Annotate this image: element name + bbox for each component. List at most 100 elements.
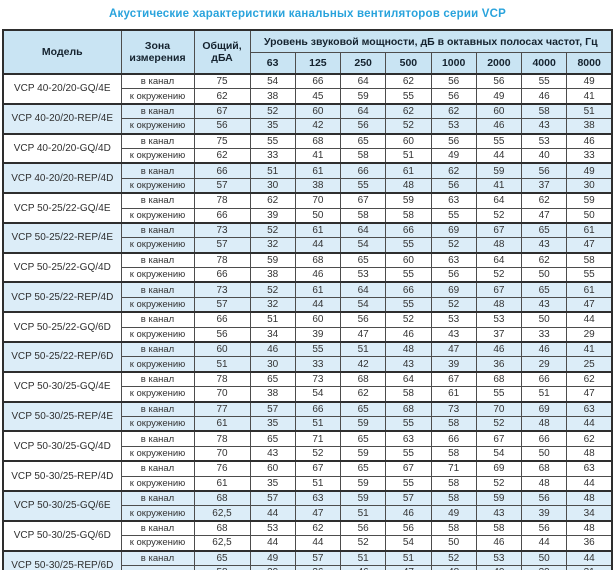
table-row: VCP 40-20/20-REP/4E в канал 67 52 60 64 62 62 60… xyxy=(2,102,613,135)
value-cell: 25 xyxy=(566,356,613,373)
table-body: VCP 40-20/20-GQ/4E в канал 75 54 66 64 62 56 56 5… xyxy=(2,73,613,570)
value-cell: 54 xyxy=(249,73,296,90)
model-name-cell: VCP 50-30/25-REP/4E xyxy=(2,400,122,432)
overall-dba-cell: 62,5 xyxy=(193,505,251,522)
value-cell: 30 xyxy=(566,177,613,194)
value-cell: 59 xyxy=(339,445,387,462)
value-cell: 33 xyxy=(294,356,342,373)
value-cell: 35 xyxy=(249,118,296,135)
zone-cell: в канал xyxy=(120,341,195,358)
value-cell: 50 xyxy=(520,267,568,283)
value-cell: 58 xyxy=(385,386,432,403)
value-cell: 43 xyxy=(249,445,296,462)
overall-dba-cell: 78 xyxy=(193,251,251,269)
table-row: к окружению 61 35 51 59 55 58 52 48 44 xyxy=(3,475,613,492)
value-cell: 62 xyxy=(566,430,613,447)
value-cell: 63 xyxy=(430,251,477,269)
value-cell: 41 xyxy=(566,88,613,105)
table-row: к окружению 66 39 50 58 58 55 52 47 50 xyxy=(3,207,613,224)
value-cell: 44 xyxy=(249,535,296,551)
value-cell: 36 xyxy=(475,356,523,373)
value-cell: 73 xyxy=(430,400,477,417)
value-cell: 51 xyxy=(294,475,342,492)
value-cell: 52 xyxy=(430,549,477,566)
value-cell: 39 xyxy=(430,356,477,373)
freq-header-cell: 500 xyxy=(385,52,432,75)
value-cell: 45 xyxy=(294,88,342,105)
zone-cell: к окружению xyxy=(120,326,195,343)
value-cell: 58 xyxy=(430,489,477,507)
value-cell: 73 xyxy=(294,370,342,388)
value-cell: 51 xyxy=(249,311,296,328)
value-cell: 56 xyxy=(520,489,568,507)
value-cell: 66 xyxy=(385,221,432,239)
overall-dba-cell: 70 xyxy=(193,445,251,462)
zone-cell: к окружению xyxy=(120,267,195,283)
value-cell: 30 xyxy=(249,177,296,194)
value-cell: 70 xyxy=(294,192,342,209)
overall-dba-cell: 73 xyxy=(193,221,251,239)
zone-column-header: Зона измерения xyxy=(120,29,195,75)
table-row: VCP 40-20/20-GQ/4E в канал 75 54 66 64 62 56 56 5… xyxy=(2,73,613,105)
table-row: VCP 50-30/25-REP/6D в канал 65 49 57 51 51 52 53… xyxy=(2,549,613,570)
value-cell: 32 xyxy=(249,296,296,313)
value-cell: 62 xyxy=(430,162,477,179)
value-cell: 53 xyxy=(475,311,523,328)
value-cell: 42 xyxy=(339,356,387,373)
value-cell: 51 xyxy=(249,162,296,179)
overall-dba-cell: 73 xyxy=(193,281,251,298)
value-cell: 31 xyxy=(566,564,613,570)
value-cell: 62 xyxy=(339,386,387,403)
value-cell: 48 xyxy=(566,445,613,462)
freq-header-cell: 63 xyxy=(249,52,296,75)
overall-dba-cell: 62 xyxy=(193,147,251,164)
value-cell: 56 xyxy=(430,267,477,283)
table-row: к окружению 62,5 44 47 51 46 49 43 39 34 xyxy=(3,505,613,522)
value-cell: 50 xyxy=(520,549,568,566)
freq-header-cell: 250 xyxy=(339,52,387,75)
value-cell: 56 xyxy=(430,88,477,105)
overall-dba-cell: 78 xyxy=(193,192,251,209)
overall-dba-cell: 76 xyxy=(193,460,251,477)
value-cell: 58 xyxy=(475,519,523,537)
value-cell: 62 xyxy=(566,370,613,388)
value-cell: 51 xyxy=(385,549,432,566)
value-cell: 37 xyxy=(520,177,568,194)
value-cell: 50 xyxy=(566,207,613,224)
value-cell: 64 xyxy=(475,192,523,209)
table-row: VCP 50-30/25-GQ/6E в канал 68 57 63 59 57 58 59 5… xyxy=(2,489,613,522)
overall-dba-cell: 66 xyxy=(193,207,251,224)
overall-dba-cell: 56 xyxy=(193,326,251,343)
value-cell: 50 xyxy=(430,535,477,551)
overall-dba-cell: 66 xyxy=(193,311,251,328)
value-cell: 49 xyxy=(475,88,523,105)
value-cell: 56 xyxy=(475,73,523,90)
acoustic-characteristics-table: Модель Зона измерения Общий, дБА Уровень… xyxy=(2,29,613,570)
value-cell: 38 xyxy=(249,386,296,403)
value-cell: 44 xyxy=(566,415,613,432)
value-cell: 51 xyxy=(294,415,342,432)
table-row: к окружению 57 32 44 54 55 52 48 43 47 xyxy=(3,237,613,254)
value-cell: 44 xyxy=(566,549,613,566)
overall-dba-cell: 67 xyxy=(193,102,251,120)
value-cell: 43 xyxy=(430,326,477,343)
value-cell: 46 xyxy=(475,535,523,551)
model-name-cell: VCP 40-20/20-GQ/4E xyxy=(2,73,122,105)
table-row: к окружению 61 35 51 59 55 58 52 48 44 xyxy=(3,415,613,432)
value-cell: 56 xyxy=(339,311,387,328)
value-cell: 70 xyxy=(475,400,523,417)
model-name-cell: VCP 50-30/25-GQ/4D xyxy=(2,430,122,462)
table-row: VCP 50-25/22-GQ/6D в канал 66 51 60 56 52 53 53 5… xyxy=(2,311,613,343)
value-cell: 48 xyxy=(520,475,568,492)
value-cell: 68 xyxy=(294,132,342,149)
table-row: VCP 50-30/25-GQ/6D в канал 68 53 62 56 56 58 58 5… xyxy=(2,519,613,551)
zone-cell: к окружению xyxy=(120,415,195,432)
value-cell: 64 xyxy=(339,73,387,90)
model-name-cell: VCP 50-25/22-REP/4E xyxy=(2,221,122,254)
table-row: VCP 50-25/22-REP/4E в канал 73 52 61 64 66 69 67… xyxy=(2,221,613,254)
zone-cell: в канал xyxy=(120,400,195,417)
value-cell: 53 xyxy=(339,267,387,283)
value-cell: 56 xyxy=(339,519,387,537)
value-cell: 39 xyxy=(294,326,342,343)
value-cell: 29 xyxy=(566,326,613,343)
